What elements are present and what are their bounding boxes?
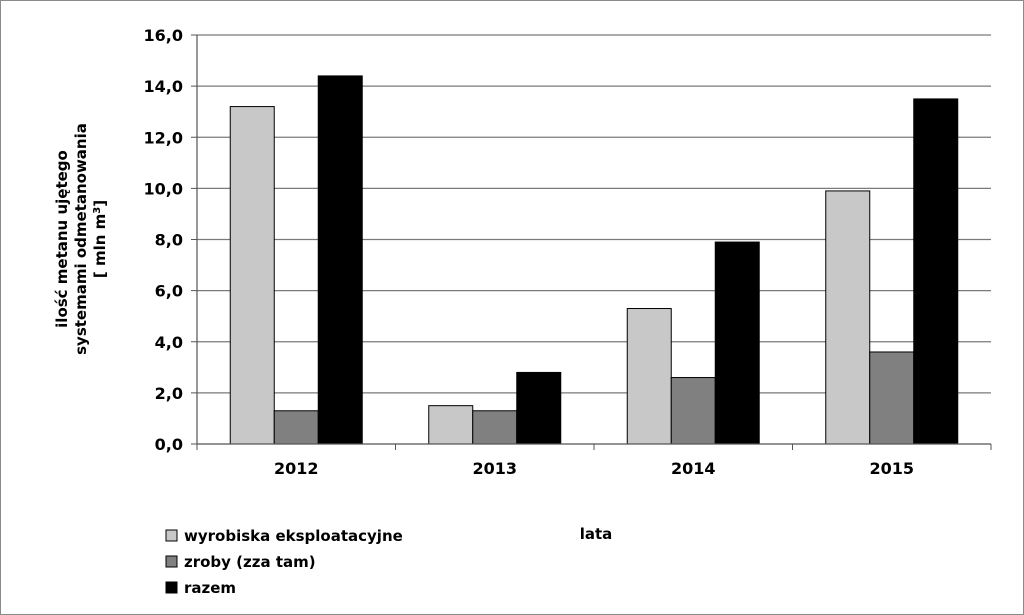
x-tick-label: 2012: [274, 459, 319, 478]
y-axis-title: ilość metanu ujętego systemami odmetanow…: [53, 123, 109, 355]
y-tick-label: 2,0: [155, 384, 183, 403]
bar-2015-series-2: [869, 351, 915, 445]
y-tick-label: 16,0: [144, 26, 183, 45]
y-tick-label: 12,0: [144, 128, 183, 147]
legend-label: zroby (zza tam): [184, 553, 316, 571]
y-tick-label: 6,0: [155, 282, 183, 301]
legend-label: wyrobiska eksploatacyjne: [184, 527, 403, 545]
bar-2015-series-3: [913, 98, 959, 445]
y-axis-title-line-2: systemami odmetanowania: [72, 123, 90, 355]
bar-2013-series-3: [516, 371, 562, 445]
y-tick-label: 0,0: [155, 435, 183, 454]
bar-2013-series-1: [428, 405, 474, 445]
y-axis-unit-exponent: 3: [92, 207, 103, 214]
bar-2012-series-1: [229, 106, 275, 445]
y-tick-labels: 0,0 2,0 4,0 6,0 8,0 10,0 12,0 14,0 16,0: [144, 26, 197, 454]
y-tick-label: 14,0: [144, 77, 183, 96]
bar-2014-series-3: [714, 241, 760, 445]
gridlines: [197, 34, 991, 394]
x-axis-title: lata: [580, 525, 613, 543]
y-axis-unit-prefix: [ mln m: [91, 214, 109, 278]
x-tick-label: 2015: [869, 459, 914, 478]
bar-2012-series-3: [317, 75, 363, 445]
bar-2015-series-1: [825, 190, 871, 445]
y-axis-title-line-1: ilość metanu ujętego: [53, 150, 71, 328]
legend-swatch: [165, 581, 178, 594]
bar-2014-series-2: [670, 377, 716, 445]
y-tick-label: 10,0: [144, 179, 183, 198]
legend-swatch: [165, 555, 178, 568]
legend-swatch: [165, 529, 178, 542]
bar-2014-series-1: [626, 308, 672, 445]
x-tick-label: 2014: [671, 459, 716, 478]
bar-2012-series-2: [273, 410, 319, 445]
bar-2013-series-2: [472, 410, 518, 445]
legend: wyrobiska eksploatacyjne zroby (zza tam) r…: [165, 527, 403, 597]
y-tick-label: 4,0: [155, 333, 183, 352]
y-axis-title-line-3: [ mln m3]: [91, 200, 109, 278]
x-tick-labels: 2012 2013 2014 2015: [196, 444, 992, 478]
legend-label: razem: [184, 579, 236, 597]
bars: [229, 75, 959, 445]
y-axis-unit-suffix: ]: [91, 200, 109, 207]
x-tick-label: 2013: [472, 459, 517, 478]
y-tick-label: 8,0: [155, 231, 183, 250]
